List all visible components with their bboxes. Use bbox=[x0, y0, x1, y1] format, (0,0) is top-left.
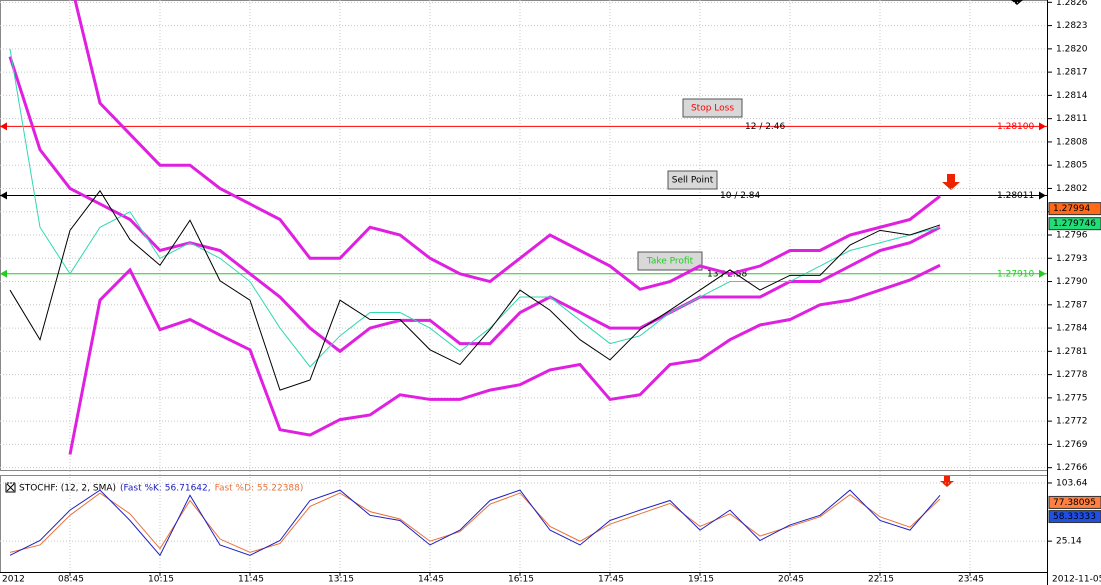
series-line bbox=[9, 489, 941, 557]
x-tick-label: 22:15 bbox=[868, 575, 894, 585]
level-name: Take Profit bbox=[646, 257, 694, 267]
y-tick-label: 1.2781 bbox=[1056, 347, 1088, 357]
legend: STOCHF: (12, 2, SMA) (Fast %K: 56.71642,… bbox=[19, 484, 303, 494]
x-tick-label: 10:15 bbox=[148, 575, 174, 585]
x-tick-label: 08:45 bbox=[58, 575, 84, 585]
y-tick-label: 1.2772 bbox=[1056, 417, 1088, 427]
signal-arrow bbox=[942, 174, 960, 190]
level-note: 10 / 2.84 bbox=[720, 191, 761, 201]
y-tick-label: 1.2787 bbox=[1056, 300, 1088, 310]
y-tick-label: 1.2766 bbox=[1056, 463, 1088, 473]
y-tick-label: 1.2814 bbox=[1056, 91, 1088, 101]
price-tag-label: 77.38095 bbox=[1053, 498, 1096, 508]
price-tag-label: 1.27994 bbox=[1053, 204, 1090, 214]
price-tag bbox=[1048, 495, 1101, 509]
series-line bbox=[8, 56, 941, 354]
y-tick-label: 1.2775 bbox=[1056, 393, 1088, 403]
y-tick-label: 1.2802 bbox=[1056, 184, 1088, 194]
y-tick-label: 1.2826 bbox=[1056, 0, 1088, 8]
price-tag bbox=[1048, 217, 1101, 231]
y-tick-label: 103.64 bbox=[1056, 478, 1088, 488]
x-tick-label: 20:45 bbox=[778, 575, 804, 585]
x-tick-label: 11:45 bbox=[238, 575, 264, 585]
y-tick-label: 1.2820 bbox=[1056, 44, 1088, 54]
y-tick-label: 1.2778 bbox=[1056, 370, 1088, 380]
x-tick-label: 17:45 bbox=[598, 575, 624, 585]
x-tick-label: 23:45 bbox=[958, 575, 984, 585]
y-tick-label: 1.2784 bbox=[1056, 324, 1088, 334]
legend-entry: (Fast %K: 56.71642, bbox=[120, 484, 211, 494]
level-name: Stop Loss bbox=[691, 104, 734, 114]
series-line bbox=[68, 263, 941, 455]
x-tick-label: 14:45 bbox=[418, 575, 444, 585]
price-tag bbox=[1048, 202, 1101, 216]
level-note: 12 / 2.46 bbox=[745, 122, 786, 132]
level-arrow bbox=[0, 122, 7, 131]
y-tick-label: 1.2808 bbox=[1056, 137, 1088, 147]
level-box bbox=[637, 251, 703, 271]
y-tick-label: 1.2796 bbox=[1056, 231, 1088, 241]
price-tag-label: 58.33333 bbox=[1053, 512, 1096, 522]
y-tick-label: 1.2811 bbox=[1056, 114, 1088, 124]
level-arrow bbox=[0, 269, 7, 278]
x-tick-label: 16:15 bbox=[508, 575, 534, 585]
y-tick-label: 1.2805 bbox=[1056, 161, 1088, 171]
y-tick-label: 1.2790 bbox=[1056, 277, 1088, 287]
checkbox-mark bbox=[6, 483, 15, 492]
series-line bbox=[9, 48, 941, 368]
signal-arrow bbox=[940, 476, 954, 487]
price-tag-label: 1.279746 bbox=[1053, 219, 1096, 229]
y-tick-label: 1.2769 bbox=[1056, 440, 1088, 450]
level-name: Sell Point bbox=[672, 176, 714, 186]
indicator-title: STOCHF: (12, 2, SMA) bbox=[19, 484, 116, 494]
x-start-label: 2012 bbox=[2, 575, 25, 585]
level-arrow bbox=[1039, 269, 1046, 278]
series-line bbox=[73, 0, 941, 291]
y-tick-label: 1.2817 bbox=[1056, 68, 1088, 78]
level-box bbox=[682, 98, 743, 118]
series-line bbox=[9, 189, 941, 391]
level-box bbox=[667, 170, 718, 190]
level-arrow bbox=[1039, 191, 1046, 200]
x-tick-label: 13:15 bbox=[328, 575, 354, 585]
level-price: 1.28011 bbox=[997, 191, 1034, 201]
y-tick-label: 1.2823 bbox=[1056, 21, 1088, 31]
level-arrow bbox=[0, 191, 7, 200]
legend-entry: Fast %D: 55.22388) bbox=[215, 484, 304, 494]
level-price: 1.27910 bbox=[997, 269, 1034, 279]
level-price: 1.28100 bbox=[997, 122, 1034, 132]
price-tag bbox=[1048, 510, 1101, 524]
x-tick-label: 19:15 bbox=[688, 575, 714, 585]
y-tick-label: 1.2793 bbox=[1056, 254, 1088, 264]
y-tick-label: 25.14 bbox=[1056, 537, 1082, 547]
level-arrow bbox=[1039, 122, 1046, 131]
date-label: 2012-11-05 bbox=[1052, 575, 1101, 585]
